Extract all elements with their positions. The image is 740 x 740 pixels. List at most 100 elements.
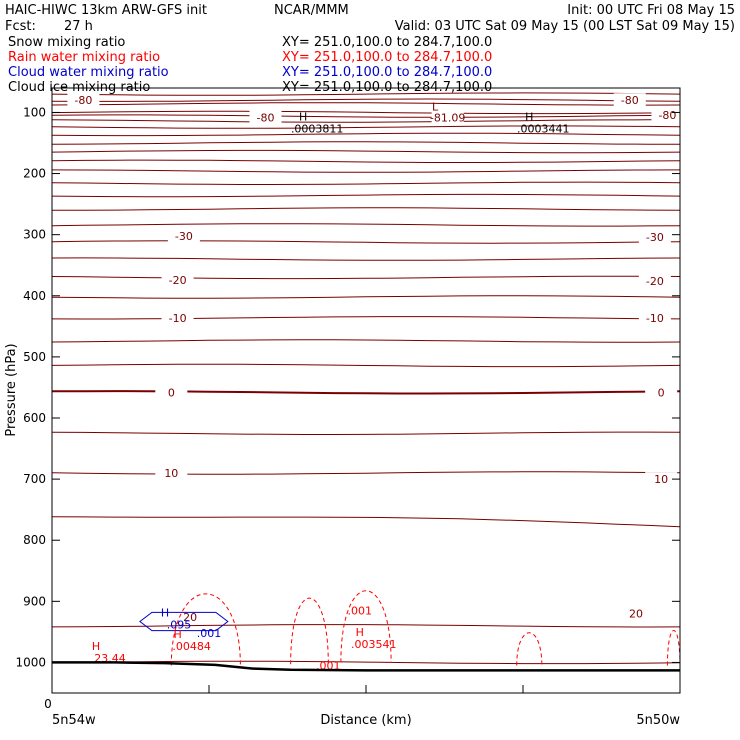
extremum-marker: H xyxy=(92,640,100,653)
isotherm-label: -80 xyxy=(257,111,275,124)
extremum-marker: H xyxy=(299,110,307,123)
isotherm-line xyxy=(51,98,681,102)
isotherm-line xyxy=(51,240,681,244)
isotherm-line xyxy=(51,471,681,475)
legend-entry-xy: XY= 251.0,100.0 to 284.7,100.0 xyxy=(282,65,492,80)
isotherm-label-bg xyxy=(161,310,194,324)
extremum-marker: L xyxy=(432,101,439,114)
isotherm-label-bg xyxy=(161,272,194,286)
header-fcst-label: Fcst: xyxy=(5,19,36,34)
isotherm-label-bg xyxy=(167,228,200,242)
extremum-marker: H xyxy=(356,626,364,639)
isotherm-label: 0 xyxy=(658,386,665,399)
isotherm-line xyxy=(51,257,681,261)
isotherm-line xyxy=(51,363,681,368)
isotherm-line xyxy=(51,516,681,528)
isotherm-line xyxy=(51,149,681,154)
isotherm-line xyxy=(51,181,681,185)
isotherm-line xyxy=(51,125,681,129)
extremum-value: .0003441 xyxy=(517,122,570,135)
isotherm-line xyxy=(51,390,681,395)
isotherm-label: 10 xyxy=(654,473,668,486)
y-tick-label: 400 xyxy=(23,289,46,303)
y-tick-label: 1000 xyxy=(15,655,46,669)
isotherm-line xyxy=(51,114,681,118)
isotherm-line xyxy=(51,159,681,163)
legend-entry-name: Snow mixing ratio xyxy=(8,35,125,50)
extremum-value: .095 xyxy=(167,619,192,632)
legend-entry-name: Cloud water mixing ratio xyxy=(8,65,169,80)
isotherm-line xyxy=(51,110,681,115)
y-tick-label: 800 xyxy=(23,533,46,547)
header-valid-time: Valid: 03 UTC Sat 09 May 15 (00 LST Sat … xyxy=(395,19,735,34)
header-init-time: Init: 00 UTC Fri 08 May 15 xyxy=(567,3,735,18)
legend-entry-name: Rain water mixing ratio xyxy=(8,50,160,65)
isotherm-line xyxy=(51,141,680,145)
isotherm-label: -10 xyxy=(169,312,187,325)
rain-contour xyxy=(340,590,392,663)
isotherm-label: -20 xyxy=(169,274,187,287)
isotherm-label-bg xyxy=(638,310,671,324)
extremum-marker: H xyxy=(161,607,169,620)
isotherm-label-bg xyxy=(249,110,282,124)
isotherm-line xyxy=(51,275,681,280)
rain-contour xyxy=(516,632,543,666)
isotherm-label-bg xyxy=(174,610,207,624)
extremum-marker: H xyxy=(525,110,533,123)
x-axis-title: Distance (km) xyxy=(320,713,411,728)
isotherm-label-bg xyxy=(431,110,464,124)
isotherm-line xyxy=(51,169,681,173)
isotherm-line xyxy=(51,119,680,123)
isotherm-label: -81.09 xyxy=(430,111,465,124)
y-axis-title: Pressure (hPa) xyxy=(4,343,19,436)
header-model-title: HAIC-HIWC 13km ARW-GFS init xyxy=(5,3,207,18)
x-axis xyxy=(51,685,681,693)
y-tick-label: 200 xyxy=(23,167,46,181)
isotherm-line xyxy=(51,92,681,96)
y-tick-label: 600 xyxy=(23,411,46,425)
isotherm-label: -80 xyxy=(658,109,676,122)
isotherm-line xyxy=(52,207,681,211)
isotherm-label: 10 xyxy=(164,467,178,480)
contour-layer: -80 -80 -81.09 -80 -80 -30 -30 -20 -20 -10 -10 0 0 10… xyxy=(51,92,684,673)
isotherm-label-bg xyxy=(613,93,646,107)
isotherm-label-bg xyxy=(645,385,678,399)
y-tick-label: 700 xyxy=(23,472,46,486)
rain-contour xyxy=(290,597,329,665)
y-tick-label: 900 xyxy=(23,594,46,608)
isotherm-label-bg xyxy=(620,606,653,620)
rain-contour xyxy=(170,593,241,666)
isotherm-label: 20 xyxy=(183,611,197,624)
isotherm-label: -80 xyxy=(621,94,639,107)
y-tick-label: 300 xyxy=(23,228,46,242)
contour-label: .001 xyxy=(197,627,222,640)
isotherm-line xyxy=(51,431,681,435)
isotherm-label: -80 xyxy=(74,94,92,107)
cloud-water-contour xyxy=(139,611,229,632)
legend: Snow mixing ratio XY= 251.0,100.0 to 284.… xyxy=(8,35,492,95)
terrain-line xyxy=(52,661,680,672)
isotherm-line xyxy=(51,316,681,320)
isotherm-label: -30 xyxy=(175,230,193,243)
extremum-value: .00484 xyxy=(172,640,211,653)
isotherm-label-bg xyxy=(638,230,671,244)
legend-entry-xy: XY= 251.0,100.0 to 284.7,100.0 xyxy=(282,50,492,65)
isotherm-label-bg xyxy=(645,472,678,486)
y-tick-label: 100 xyxy=(23,105,46,119)
isotherm-line xyxy=(51,660,681,665)
isotherm-label: 0 xyxy=(168,386,175,399)
isotherm-label: 20 xyxy=(629,608,643,621)
extremum-marker: H xyxy=(173,628,181,641)
legend-entry-xy: XY= 251.0,100.0 to 284.7,100.0 xyxy=(282,35,492,50)
isotherm-line xyxy=(51,102,681,106)
isotherm-label-bg xyxy=(155,385,188,399)
isotherm-label: -30 xyxy=(646,231,664,244)
isotherm-label: -20 xyxy=(646,275,664,288)
isotherm-label-bg xyxy=(651,107,684,121)
extremum-value: .003541 xyxy=(351,638,397,651)
x-label-right: 5n50w xyxy=(636,713,680,728)
isotherm-label-bg xyxy=(67,93,100,107)
isotherm-line xyxy=(51,132,681,137)
